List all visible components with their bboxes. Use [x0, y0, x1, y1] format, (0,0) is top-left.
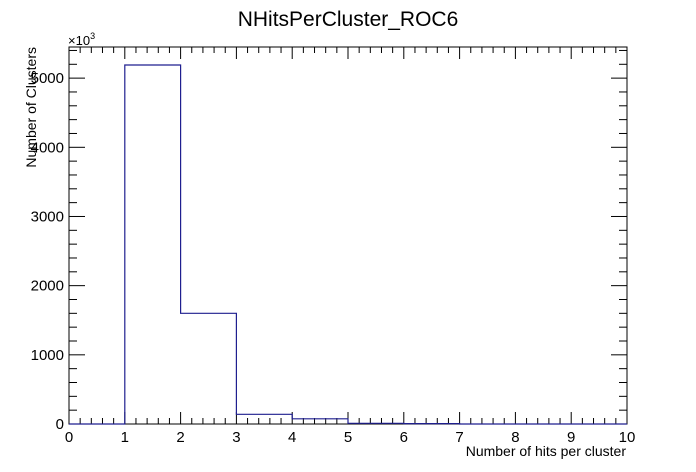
y-tick-label: 5000: [31, 70, 64, 87]
x-tick-label: 1: [121, 429, 129, 446]
histogram-bins: [69, 64, 627, 425]
x-tick-label: 8: [511, 429, 519, 446]
histogram-outline: [69, 64, 627, 425]
plot-frame: [68, 46, 628, 425]
y-tick-label: 4000: [31, 139, 64, 156]
axis-ticks: [68, 47, 628, 425]
y-tick-labels: 0 1000 2000 3000 4000 5000: [31, 70, 64, 433]
y-tick-label: 3000: [31, 208, 64, 225]
x-tick-label: 10: [619, 429, 636, 446]
y-multiplier-exponent: 3: [90, 31, 95, 41]
y-tick-label: 1000: [31, 347, 64, 364]
x-tick-label: 2: [176, 429, 184, 446]
x-tick-label: 7: [455, 429, 463, 446]
x-tick-label: 4: [288, 429, 296, 446]
histogram-bin-2: [181, 313, 237, 424]
x-tick-label: 6: [400, 429, 408, 446]
chart-title: NHitsPerCluster_ROC6: [238, 8, 459, 31]
x-tick-label: 0: [65, 429, 73, 446]
x-tick-labels: 0 1 2 3 4 5 6 7 8 9 10: [65, 429, 636, 446]
y-tick-label: 2000: [31, 278, 64, 295]
x-axis-label: Number of hits per cluster: [466, 443, 627, 459]
x-tick-label: 5: [344, 429, 352, 446]
histogram-bin-1: [125, 65, 181, 424]
histogram-bin-4: [292, 419, 348, 424]
y-tick-label: 0: [56, 416, 64, 433]
y-multiplier-base: ×10: [68, 33, 90, 48]
x-tick-label: 3: [232, 429, 240, 446]
x-tick-label: 9: [567, 429, 575, 446]
y-axis-label: Number of Clusters: [23, 47, 39, 168]
y-multiplier-label: ×103: [68, 31, 95, 48]
histogram-bin-3: [236, 414, 292, 424]
